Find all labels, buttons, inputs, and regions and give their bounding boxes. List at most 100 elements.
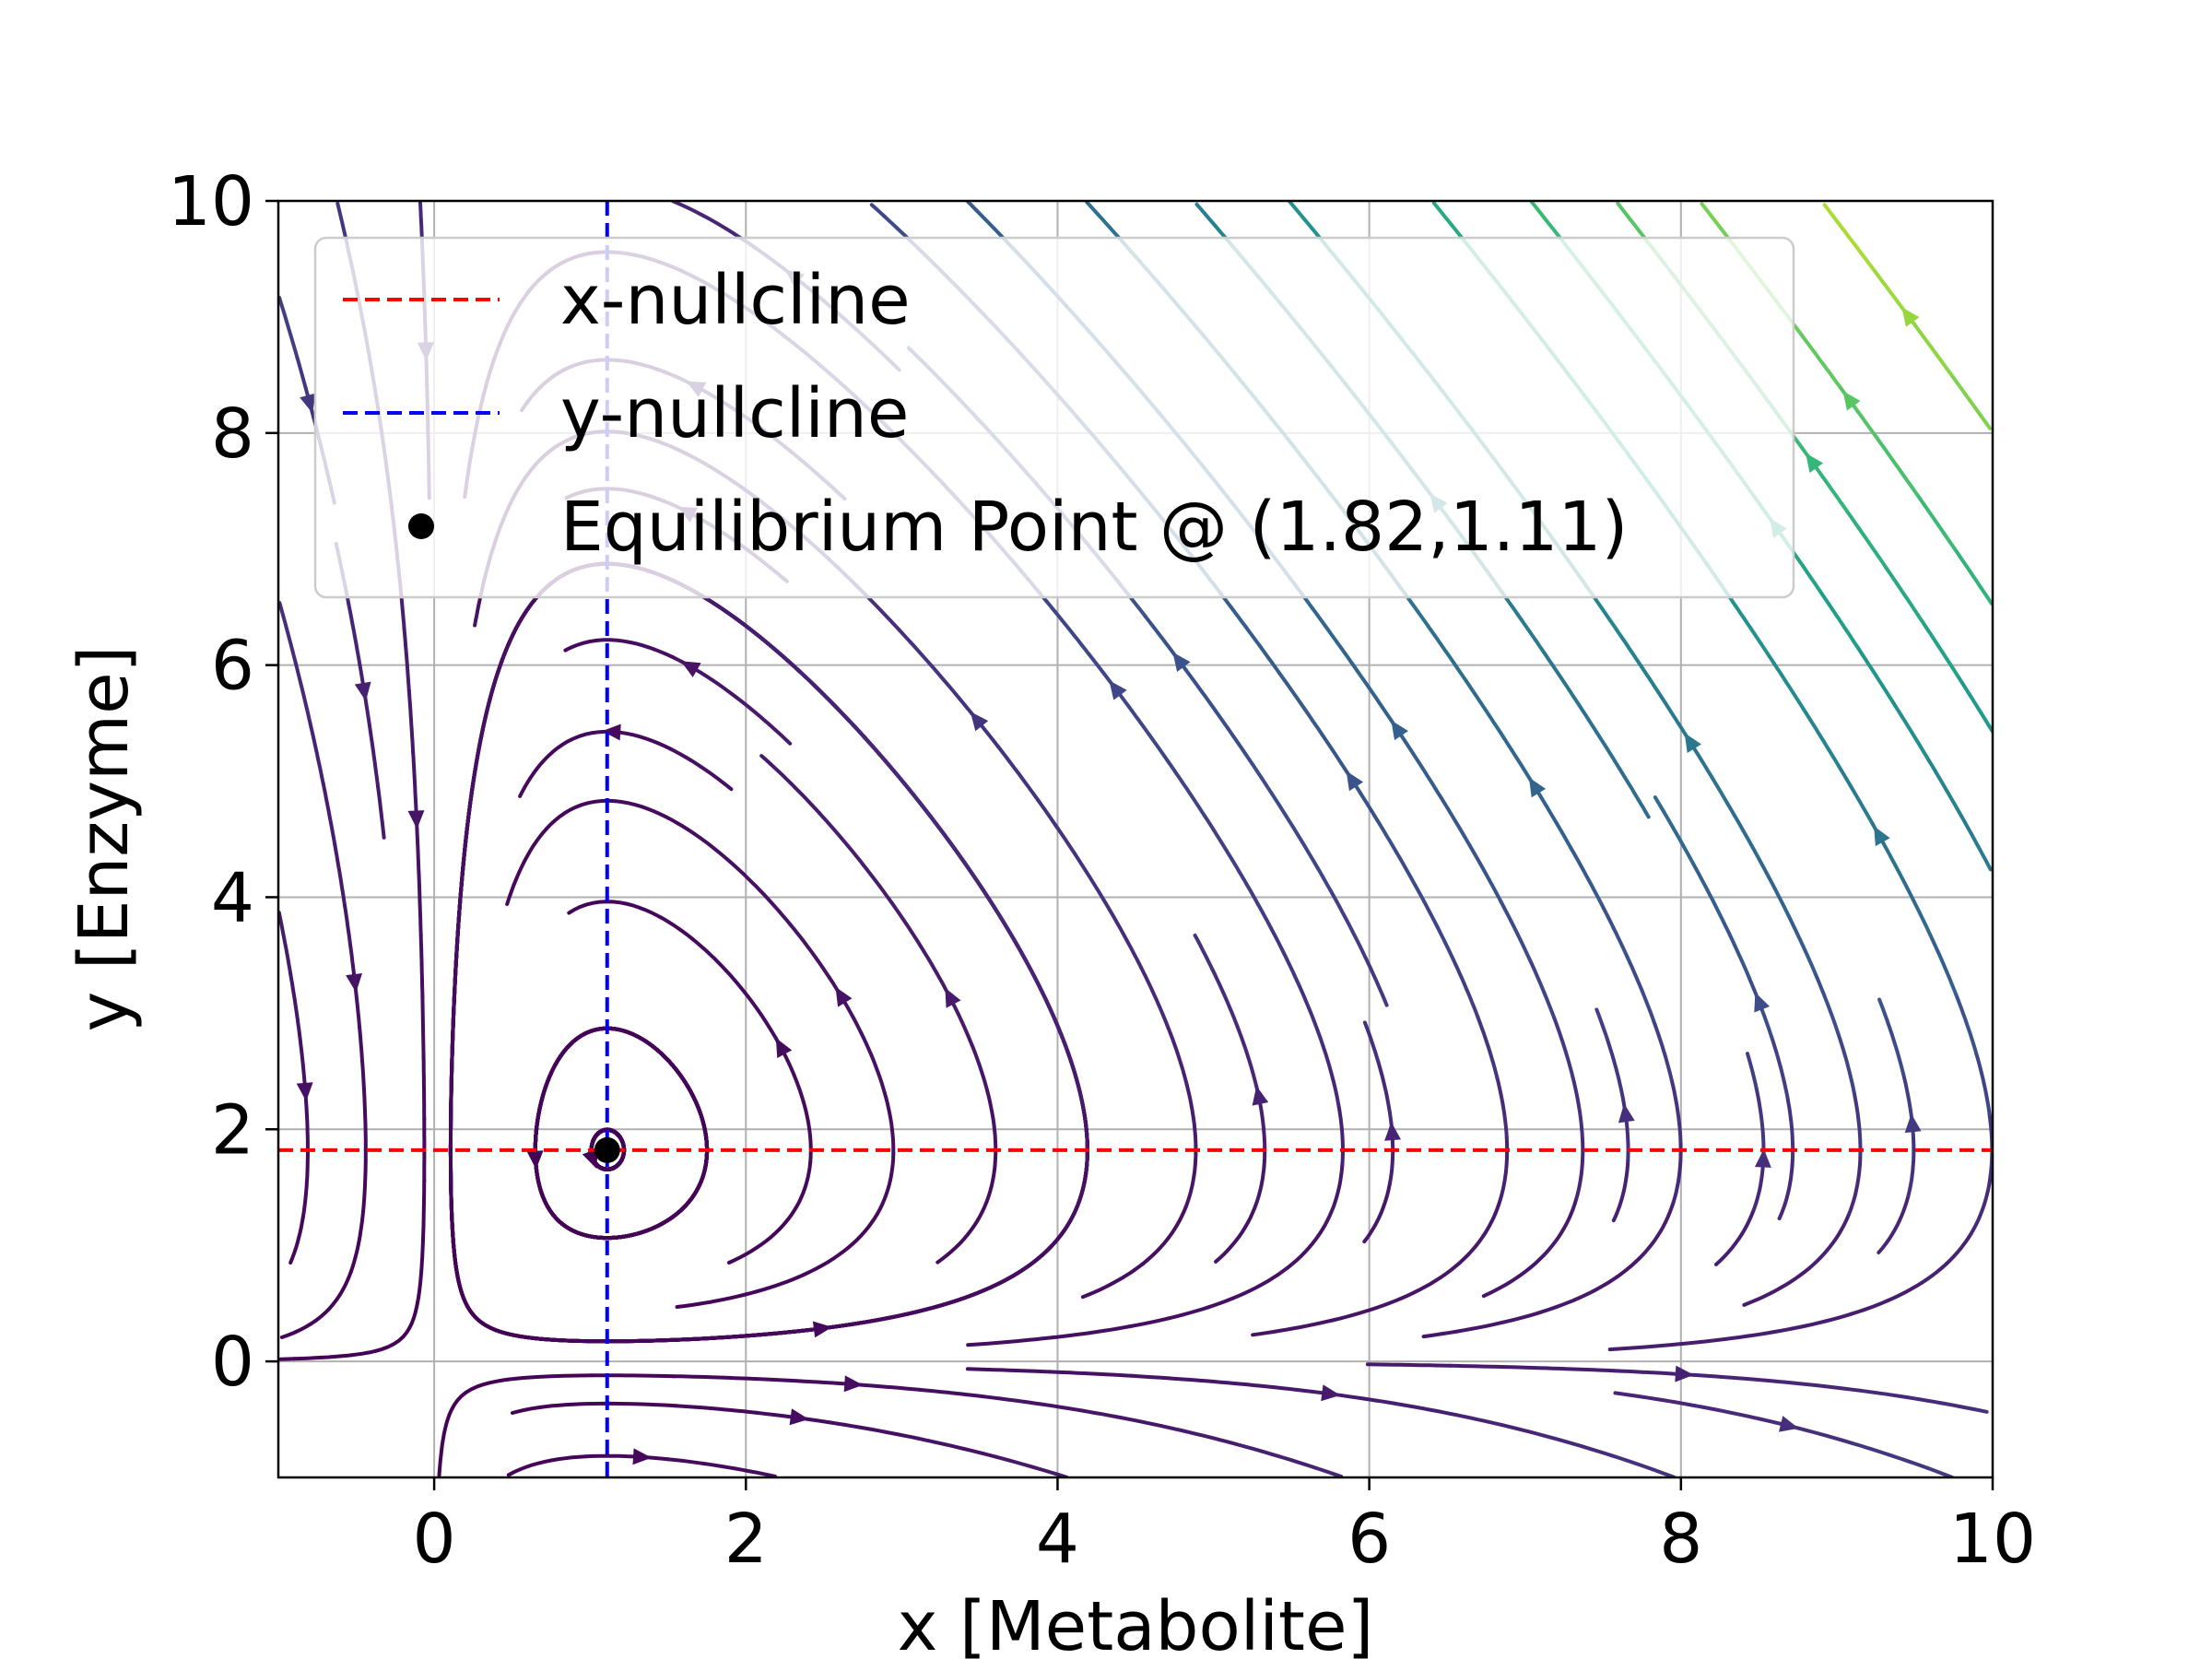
streamline-segment	[437, 1412, 452, 1477]
y-tick-label: 6	[211, 627, 254, 706]
streamline-segment	[754, 1260, 830, 1294]
streamline-segment	[940, 1273, 1017, 1307]
streamline-segment	[966, 201, 978, 212]
streamline-segment	[1398, 732, 1438, 792]
streamline-arrow	[407, 810, 425, 830]
streamline-segment	[1653, 795, 1663, 809]
legend-x-nullcline-label: x-nullcline	[560, 261, 911, 340]
streamline-segment	[1813, 972, 1841, 1036]
streamline-segment	[449, 1063, 454, 1129]
streamline-segment	[1159, 1424, 1242, 1447]
streamline-segment	[1845, 510, 1888, 569]
plot-frame	[276, 199, 1994, 1479]
streamline-segment	[532, 731, 594, 775]
streamline-segment	[1850, 1441, 1930, 1470]
streamline-segment	[1087, 652, 1132, 710]
streamline-segment	[1770, 1035, 1790, 1100]
streamline-segment	[1426, 624, 1468, 683]
streamline-segment	[563, 638, 599, 653]
streamline-segment	[980, 1149, 998, 1214]
streamline-segment	[1852, 1091, 1863, 1157]
streamline-segment	[1954, 992, 1979, 1055]
streamline-segment	[1807, 1213, 1851, 1270]
streamline-segment	[421, 1055, 427, 1122]
streamline-segment	[1431, 201, 1453, 228]
streamline-segment	[1081, 1106, 1089, 1171]
streamline-arrow	[789, 1408, 809, 1426]
streamline-arrow	[812, 1321, 832, 1338]
streamline-segment	[996, 745, 1041, 803]
streamline-segment	[836, 1421, 921, 1441]
streamline-segment	[1085, 201, 1093, 208]
streamline-arrow	[775, 1038, 793, 1058]
streamline-segment	[1012, 1226, 1068, 1277]
streamline-segment	[454, 890, 463, 956]
streamline-segment	[1210, 967, 1240, 1030]
streamline-arrow	[1684, 733, 1701, 753]
streamline-arrow	[835, 986, 853, 1007]
streamline-segment	[348, 1209, 366, 1274]
streamline-segment	[1910, 318, 1953, 377]
y-tick-label: 8	[211, 394, 254, 474]
streamline-segment	[675, 1289, 759, 1309]
x-tick-label: 4	[1036, 1500, 1079, 1579]
streamline-segment	[278, 601, 298, 665]
streamline-segment	[292, 1348, 378, 1361]
streamline-segment	[1920, 618, 1960, 678]
streamline-segment	[965, 1367, 1053, 1374]
streamline-segment	[288, 971, 301, 1037]
streamline-segment	[1138, 965, 1170, 1028]
streamline-segment	[1729, 597, 1771, 657]
streamline-segment	[1883, 1012, 1906, 1077]
streamline-arrow	[1754, 1148, 1771, 1168]
streamline-segment	[1619, 634, 1660, 694]
streamline-segment	[1194, 202, 1218, 229]
streamline-segment	[1690, 861, 1725, 923]
streamline-segment	[1323, 623, 1366, 682]
streamline-segment	[743, 623, 802, 674]
streamline-segment	[862, 1302, 945, 1324]
streamline-segment	[539, 1190, 594, 1239]
equilibrium-point	[594, 1136, 620, 1163]
streamline-segment	[1638, 1200, 1676, 1260]
streamline	[1714, 1052, 1771, 1266]
streamline-segment	[1700, 202, 1722, 229]
streamline-arrow	[602, 724, 621, 741]
streamline-segment	[279, 1322, 313, 1339]
streamline-arrow	[1109, 680, 1127, 700]
streamline-segment	[368, 724, 381, 789]
streamline-arrow	[1904, 1113, 1922, 1134]
streamline-segment	[1974, 1052, 1992, 1116]
streamline-segment	[1048, 1370, 1135, 1378]
streamline-segment	[452, 1247, 471, 1312]
streamline-segment	[420, 994, 426, 1060]
streamline-segment	[1501, 1296, 1582, 1324]
streamline-segment	[1721, 918, 1751, 981]
streamline-segment	[1938, 1401, 1989, 1414]
streamline-segment	[1754, 1087, 1766, 1152]
y-tick-label: 0	[211, 1323, 254, 1402]
streamline-segment	[1376, 1060, 1394, 1124]
streamline-segment	[373, 1300, 419, 1353]
streamline-segment	[1919, 1232, 1973, 1285]
streamline-segment	[671, 201, 736, 236]
streamline-segment	[1336, 1102, 1346, 1168]
streamline-segment	[1212, 1380, 1298, 1392]
streamline-segment	[278, 295, 300, 359]
streamline-segment	[1802, 708, 1841, 768]
streamline-segment	[1276, 1223, 1327, 1277]
streamline-segment	[1495, 1075, 1509, 1140]
streamline-segment	[759, 754, 772, 766]
equilibrium-layer	[594, 1136, 620, 1163]
streamline-segment	[1787, 914, 1818, 977]
streamline-segment	[466, 1307, 539, 1341]
streamline-segment	[1836, 1031, 1856, 1096]
streamline-segment	[1214, 1206, 1257, 1264]
ticks: 0 2 4 6 8 10 0 2 4 6 8 10	[168, 162, 2036, 1579]
streamline-segment	[797, 669, 851, 723]
streamline-segment	[1047, 1324, 1133, 1340]
streamline-segment	[935, 1209, 984, 1265]
streamline-arrow	[526, 1150, 544, 1170]
streamline-segment	[1203, 814, 1241, 874]
streamline-segment	[1577, 703, 1618, 763]
